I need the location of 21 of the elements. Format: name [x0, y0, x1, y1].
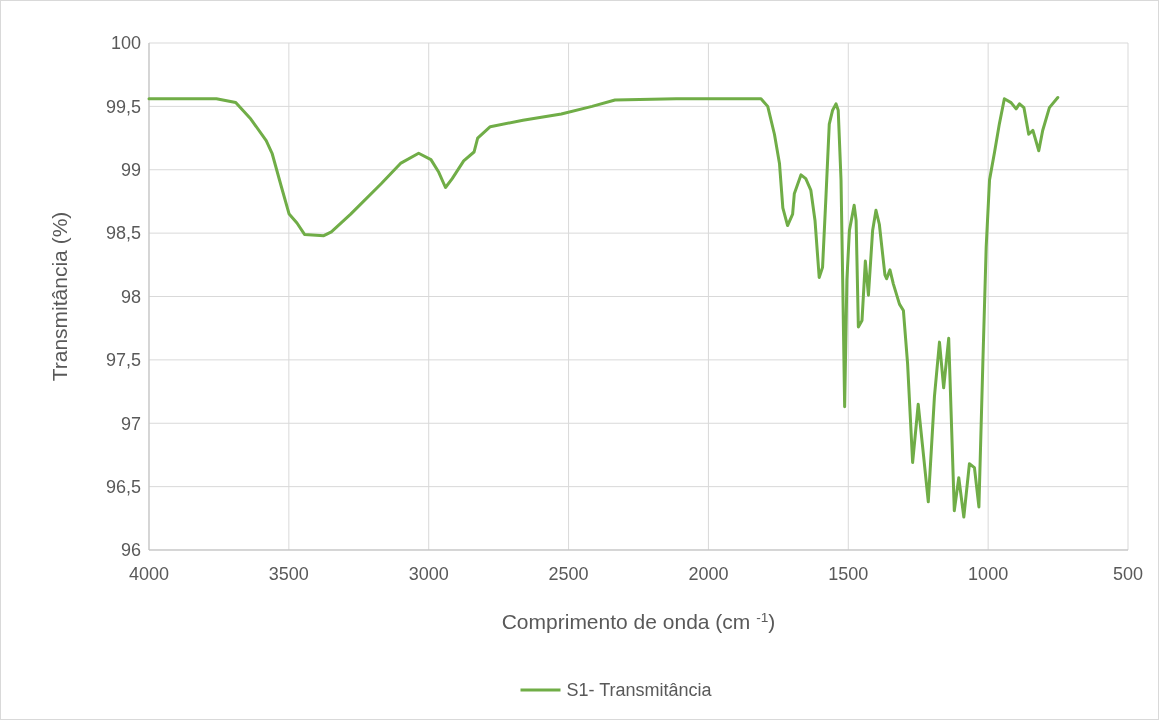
x-axis-title: Comprimento de onda (cm $^{-1}$)	[501, 609, 776, 633]
x-tick-label: 4000	[128, 564, 170, 584]
y-tick-label: 98,5	[105, 223, 141, 244]
y-tick-label: 96,5	[105, 476, 141, 497]
y-tick-label: 100	[110, 33, 141, 54]
y-tick-label: 97,5	[105, 350, 141, 371]
line-series	[147, 96, 1060, 519]
y-axis-title: Transmitância (%)	[48, 211, 71, 382]
y-tick-label: 99,5	[105, 96, 141, 117]
y-tick-label: 97	[120, 413, 141, 434]
x-tick-label: 500	[1112, 564, 1144, 584]
x-tick-label: 3500	[268, 564, 309, 584]
x-tick-label: 2500	[548, 564, 589, 584]
x-tick-label: 1500	[828, 564, 869, 584]
x-tick-label: 2000	[688, 564, 729, 584]
y-tick-label: 96	[120, 540, 141, 561]
y-tick-label: 98	[120, 286, 141, 307]
x-tick-label: 1000	[968, 564, 1009, 584]
legend-label: S1- Transmitância	[566, 680, 713, 701]
y-tick-label: 99	[120, 160, 141, 181]
x-tick-label: 3000	[408, 564, 449, 584]
